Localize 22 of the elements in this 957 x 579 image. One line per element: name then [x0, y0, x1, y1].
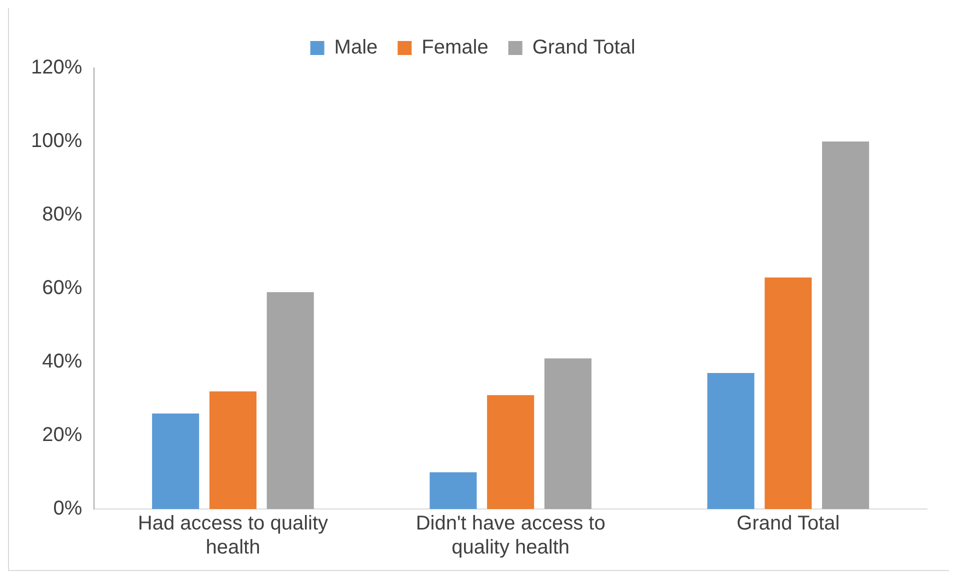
x-tick-label: Had access to quality health — [138, 512, 328, 559]
bar — [544, 358, 592, 509]
legend-label: Grand Total — [532, 36, 636, 59]
y-tick-label: 40% — [42, 350, 82, 373]
bar — [430, 472, 477, 509]
bar — [209, 391, 256, 509]
legend-label: Female — [422, 36, 488, 59]
bar — [764, 277, 812, 509]
y-tick-label: 0% — [53, 498, 82, 520]
y-tick-label: 20% — [42, 424, 82, 446]
x-tick-label: Grand Total — [736, 512, 840, 535]
bar — [152, 413, 200, 509]
y-tick-label: 80% — [42, 204, 82, 226]
bar — [266, 292, 314, 509]
bar — [487, 395, 534, 509]
bar — [707, 373, 754, 509]
y-tick-label: 120% — [30, 56, 82, 79]
bar — [822, 142, 870, 509]
legend-label: Male — [334, 36, 378, 59]
y-tick-label: 100% — [30, 130, 82, 152]
x-tick-label: Didn't have access to quality health — [416, 512, 606, 559]
y-tick-label: 60% — [42, 277, 82, 300]
